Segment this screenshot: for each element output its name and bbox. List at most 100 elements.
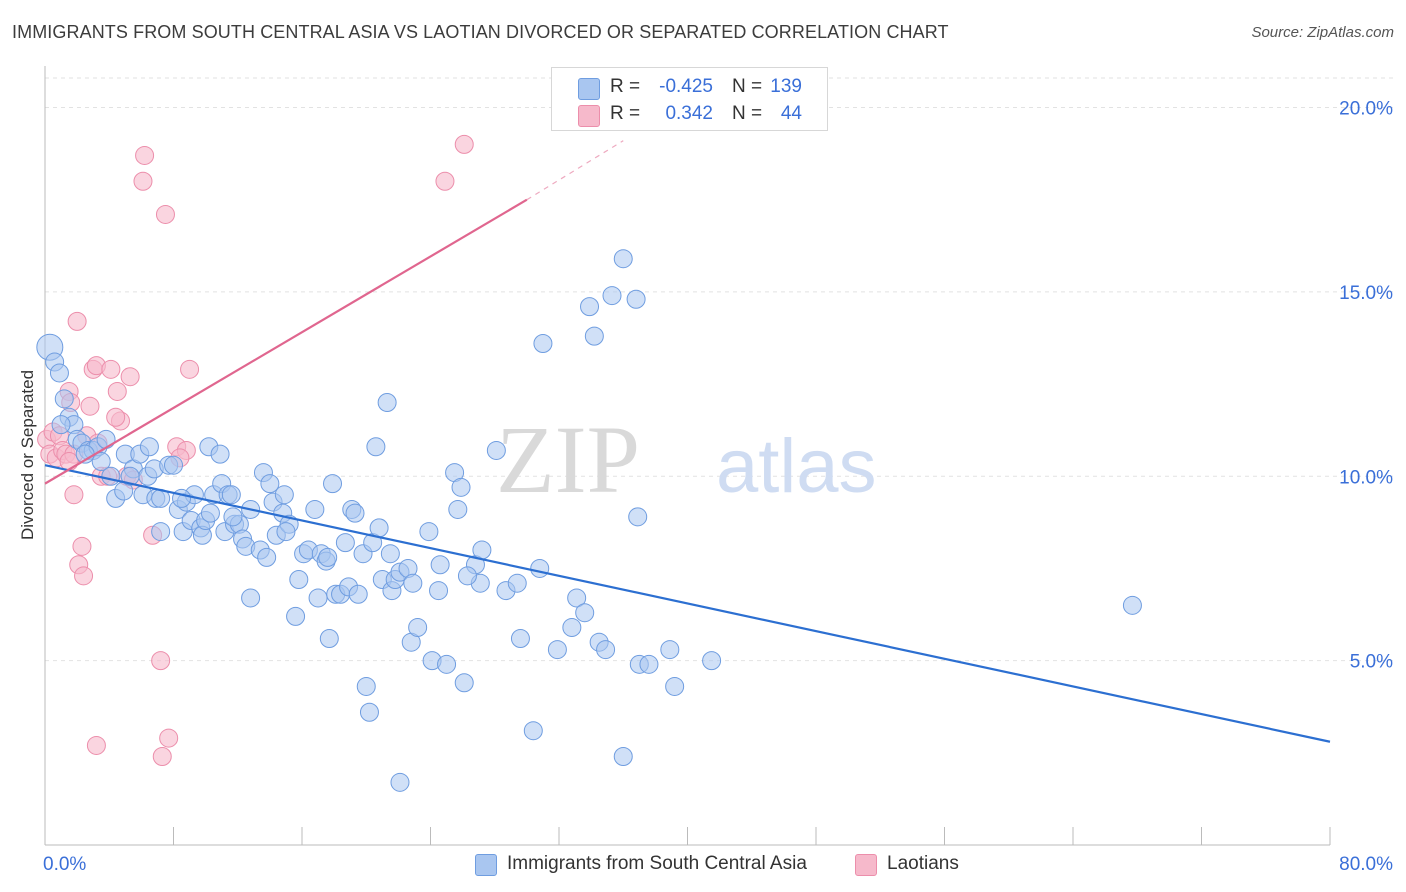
south-central-asia-point	[323, 474, 343, 494]
legend-n-value: 139	[770, 76, 802, 97]
laotians-point	[454, 134, 474, 154]
legend-row-blue: R = -0.425 N = 139	[552, 74, 827, 102]
south-central-asia-point	[639, 654, 659, 674]
south-central-asia-point	[151, 522, 171, 542]
y-tick-labels: 5.0% 10.0% 15.0% 20.0%	[1339, 99, 1393, 673]
south-central-asia-point	[172, 488, 192, 508]
laotians-point	[67, 311, 87, 331]
south-central-asia-point	[49, 363, 69, 383]
south-central-asia-point	[584, 326, 604, 346]
south-central-asia-point	[257, 547, 277, 567]
south-central-asia-point	[596, 640, 616, 660]
gridlines	[45, 77, 1395, 662]
legend-swatch-pink	[855, 854, 877, 876]
legend-n-label: N =	[732, 76, 763, 97]
south-central-asia-point	[567, 588, 587, 608]
south-central-asia-point	[437, 654, 457, 674]
legend-swatch-pink	[578, 105, 600, 127]
south-central-asia-point	[486, 440, 506, 460]
laotians-point	[80, 396, 100, 416]
south-central-asia-point	[308, 588, 328, 608]
south-central-asia-point	[120, 466, 140, 486]
south-central-asia-point	[223, 507, 243, 527]
south-central-asia-point	[274, 485, 294, 505]
south-central-asia-points	[36, 249, 1142, 792]
south-central-asia-point	[626, 289, 646, 309]
pink-trend-line	[44, 198, 528, 485]
watermark: ZIP atlas	[496, 406, 877, 513]
laotians-point	[151, 651, 171, 671]
south-central-asia-point	[660, 640, 680, 660]
south-central-asia-point	[305, 499, 325, 519]
x-tick-label: 80.0%	[1339, 854, 1393, 875]
axes	[44, 66, 1331, 846]
trend-lines	[44, 140, 1331, 743]
south-central-asia-point	[241, 588, 261, 608]
laotians-point	[435, 171, 455, 191]
south-central-asia-point	[523, 721, 543, 741]
legend-row-pink: R = 0.342 N = 44	[552, 101, 827, 129]
south-central-asia-point	[210, 444, 230, 464]
laotians-point	[59, 452, 79, 471]
source-label: Source: ZipAtlas.com	[1251, 24, 1394, 41]
laotians-point	[107, 381, 127, 401]
south-central-asia-point	[91, 452, 111, 471]
south-central-asia-point	[530, 558, 550, 578]
south-central-asia-point	[345, 503, 365, 523]
laotians-point	[106, 407, 126, 427]
south-central-asia-point	[319, 629, 339, 648]
south-central-asia-point	[613, 747, 633, 766]
south-central-asia-point	[369, 518, 389, 538]
laotians-point	[64, 485, 84, 505]
pink-trend-extension	[526, 140, 624, 201]
south-central-asia-point	[454, 673, 474, 693]
laotians-point	[101, 359, 121, 379]
legend-label: Laotians	[887, 853, 959, 874]
south-central-asia-point	[702, 651, 722, 671]
south-central-asia-point	[472, 540, 492, 560]
south-central-asia-point	[164, 455, 183, 475]
laotians-point	[74, 566, 94, 586]
south-central-asia-point	[575, 603, 595, 623]
south-central-asia-point	[430, 555, 450, 575]
y-tick-label: 10.0%	[1339, 467, 1393, 488]
y-axis-label: Divorced or Separated	[18, 370, 37, 540]
south-central-asia-point	[419, 522, 439, 542]
south-central-asia-point	[1122, 595, 1142, 615]
south-central-asia-point	[613, 249, 633, 269]
legend-r-label: R =	[610, 76, 641, 97]
south-central-asia-point	[533, 334, 553, 353]
y-tick-label: 5.0%	[1350, 652, 1393, 673]
south-central-asia-point	[628, 507, 648, 527]
south-central-asia-point	[380, 544, 400, 564]
south-central-asia-point	[602, 286, 622, 306]
legend-r-value: 0.342	[665, 103, 713, 124]
legend-r-label: R =	[610, 103, 641, 124]
south-central-asia-point	[289, 570, 309, 589]
south-central-asia-point	[451, 477, 471, 497]
laotians-point	[86, 735, 106, 755]
y-tick-label: 20.0%	[1339, 99, 1393, 120]
laotians-point	[180, 359, 200, 379]
south-central-asia-point	[359, 702, 379, 722]
south-central-asia-point	[335, 533, 355, 553]
south-central-asia-point	[348, 584, 368, 604]
laotians-point	[133, 171, 153, 191]
south-central-asia-point	[276, 522, 296, 542]
south-central-asia-point	[318, 547, 338, 567]
south-central-asia-point	[562, 617, 582, 637]
south-central-asia-point	[665, 676, 685, 696]
laotians-point	[155, 204, 175, 224]
south-central-asia-point	[390, 772, 410, 792]
south-central-asia-point	[457, 566, 477, 586]
south-central-asia-point	[101, 466, 121, 486]
south-central-asia-point	[377, 393, 397, 412]
south-central-asia-point	[260, 474, 280, 494]
legend-swatch-blue	[475, 854, 497, 876]
south-central-asia-point	[356, 676, 376, 696]
laotians-point	[120, 367, 140, 387]
series-legend: Immigrants from South Central Asia Laoti…	[0, 851, 1406, 879]
south-central-asia-point	[580, 297, 600, 317]
legend-r-value: -0.425	[659, 76, 713, 97]
